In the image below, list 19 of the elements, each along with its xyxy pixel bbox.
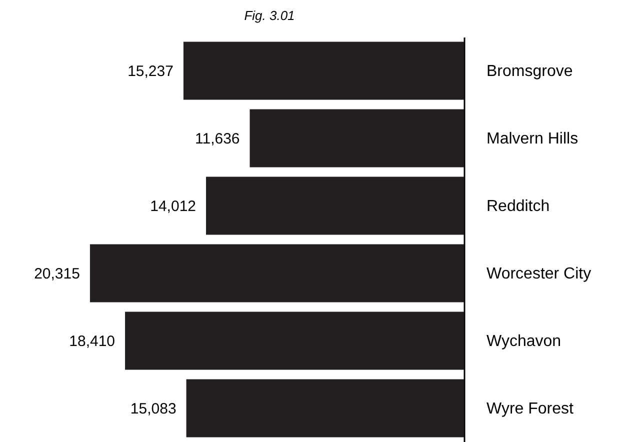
y-tick-label: Malvern Hills [486, 130, 578, 148]
y-tick-label: Wyre Forest [486, 400, 574, 418]
bar [125, 312, 464, 370]
y-tick-label: Worcester City [486, 265, 592, 282]
data-label: 14,012 [150, 198, 196, 215]
y-tick-label: Bromsgrove [486, 62, 573, 80]
bar [90, 244, 464, 302]
bar [186, 379, 464, 438]
data-label: 15,083 [130, 400, 176, 418]
bar [206, 176, 464, 235]
y-tick-label: Redditch [486, 198, 550, 215]
data-label: 20,315 [34, 265, 80, 282]
bar [250, 109, 464, 168]
y-tick-label: Wychavon [486, 332, 562, 350]
bar [183, 42, 464, 100]
data-label: 18,410 [69, 332, 116, 350]
data-label: 11,636 [194, 130, 240, 148]
data-label: 15,237 [128, 62, 174, 80]
chart-title: Fig. 3.01 [244, 8, 295, 23]
